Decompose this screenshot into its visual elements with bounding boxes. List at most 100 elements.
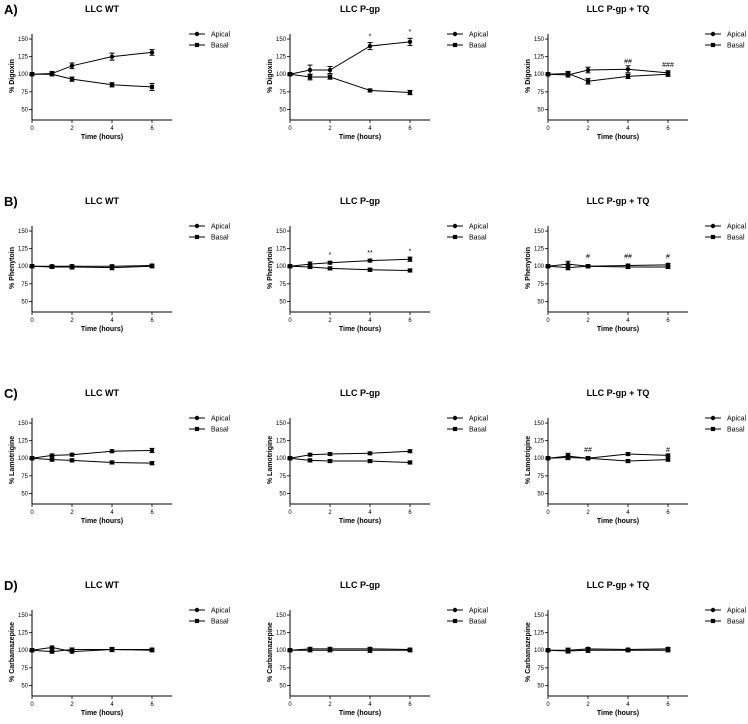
y-axis-label: % Carbamazepine: [9, 622, 16, 682]
data-point-apical: [109, 449, 115, 454]
y-tick-label: 50: [279, 491, 286, 497]
chart-9: LLC P-gp + TQ 50 75 100 125 150 0 2 4 6 Time (hour…: [525, 388, 747, 525]
legend-label: Apical: [469, 224, 489, 231]
data-point-basal: [565, 265, 571, 270]
data-point-basal: [327, 266, 333, 271]
data-point-basal: [665, 72, 671, 77]
legend-marker-square: [194, 42, 200, 48]
data-point-basal: [149, 264, 155, 269]
y-tick-label: 75: [21, 90, 28, 96]
x-tick-label: 6: [150, 318, 154, 324]
data-point-basal: [69, 647, 75, 652]
legend-marker-square: [710, 618, 716, 624]
legend-marker-circle: [194, 415, 200, 421]
x-tick-label: 4: [110, 126, 114, 132]
x-tick-label: 2: [586, 318, 590, 324]
y-tick-label: 100: [18, 72, 29, 78]
y-tick-label: 125: [18, 55, 29, 61]
data-point-basal: [307, 458, 313, 463]
data-point-basal: [287, 456, 293, 461]
legend-marker-square: [194, 234, 200, 240]
x-tick-label: 6: [666, 318, 670, 324]
data-point-basal: [327, 458, 333, 464]
chart-title: LLC P-gp: [340, 388, 380, 398]
data-point-apical: [49, 645, 55, 650]
chart-3: LLC P-gp + TQ 50 75 100 125 150 0 2 4 6 Time (hour…: [525, 4, 747, 141]
y-tick-label: 125: [534, 247, 545, 253]
data-point-basal: [367, 267, 373, 272]
y-axis-label: % Phenytoin: [9, 247, 16, 289]
x-axis-label: Time (hours): [597, 326, 639, 333]
legend-label: Basal: [211, 235, 229, 242]
data-point-apical: [327, 451, 333, 457]
y-tick-label: 100: [18, 456, 29, 462]
x-axis-label: Time (hours): [81, 518, 123, 525]
x-tick-label: 0: [30, 510, 34, 516]
y-tick-label: 125: [18, 631, 29, 637]
y-tick-label: 75: [537, 282, 544, 288]
y-tick-label: 100: [276, 648, 287, 654]
y-tick-label: 50: [21, 491, 28, 497]
x-tick-label: 0: [30, 126, 34, 132]
data-point-basal: [407, 90, 413, 95]
x-axis-label: Time (hours): [81, 134, 123, 141]
x-axis-label: Time (hours): [597, 518, 639, 525]
x-tick-label: 2: [328, 126, 332, 132]
significance-mark: *: [409, 29, 412, 36]
y-tick-label: 50: [21, 299, 28, 305]
chart-title: LLC P-gp + TQ: [587, 4, 650, 14]
data-point-basal: [29, 72, 35, 77]
chart-title: LLC WT: [85, 580, 119, 590]
y-tick-label: 50: [279, 107, 286, 113]
data-point-basal: [367, 648, 373, 653]
data-point-basal: [109, 460, 115, 465]
panel-letter: D): [4, 578, 18, 593]
y-tick-label: 50: [537, 299, 544, 305]
y-tick-label: 75: [279, 474, 286, 480]
y-tick-label: 125: [18, 439, 29, 445]
legend-label: Apical: [727, 608, 747, 615]
legend-label: Basal: [727, 43, 745, 50]
legend-label: Apical: [211, 224, 231, 231]
data-point-apical: [407, 449, 413, 454]
data-point-basal: [29, 456, 35, 461]
data-point-basal: [625, 74, 631, 79]
data-point-apical: [327, 67, 333, 73]
x-tick-label: 4: [626, 126, 630, 132]
data-point-basal: [109, 82, 115, 87]
data-point-apical: [625, 67, 631, 72]
data-point-basal: [287, 648, 293, 653]
data-point-apical: [367, 451, 373, 456]
y-tick-label: 50: [537, 491, 544, 497]
significance-mark: ##: [584, 447, 592, 454]
panel-letter: C): [4, 386, 18, 401]
x-tick-label: 0: [288, 510, 292, 516]
y-tick-label: 100: [534, 264, 545, 270]
x-tick-label: 2: [328, 702, 332, 708]
legend-label: Basal: [211, 619, 229, 626]
chart-12: LLC P-gp + TQ 50 75 100 125 150 0 2 4 6 Time (hour…: [525, 580, 747, 717]
data-point-basal: [327, 74, 333, 80]
legend-label: Apical: [727, 224, 747, 231]
y-tick-label: 75: [279, 666, 286, 672]
legend-label: Basal: [211, 43, 229, 50]
legend-label: Apical: [727, 416, 747, 423]
chart-8: LLC P-gp 50 75 100 125 150 0 2 4 6 Time (hours) % L…: [267, 388, 489, 525]
x-axis-label: Time (hours): [339, 518, 381, 525]
data-point-basal: [69, 458, 75, 463]
x-axis-label: Time (hours): [339, 710, 381, 717]
data-point-basal: [49, 264, 55, 270]
x-axis-label: Time (hours): [597, 710, 639, 717]
data-point-basal: [49, 457, 55, 462]
x-tick-label: 0: [546, 702, 550, 708]
data-point-apical: [307, 67, 313, 73]
chart-title: LLC P-gp: [340, 196, 380, 206]
legend-marker-circle: [452, 415, 458, 421]
data-point-basal: [565, 648, 571, 654]
chart-4: LLC WT 50 75 100 125 150 0 2 4 6 Time (hours) % Phe…: [9, 196, 231, 333]
x-tick-label: 2: [70, 126, 74, 132]
chart-title: LLC P-gp: [340, 4, 380, 14]
y-tick-label: 150: [18, 421, 29, 427]
data-point-apical: [367, 43, 373, 49]
data-point-basal: [49, 649, 55, 654]
